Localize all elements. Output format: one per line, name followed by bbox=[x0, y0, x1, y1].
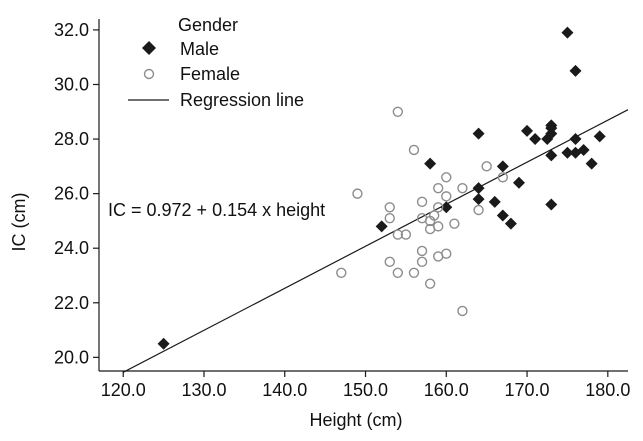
y-tick-label: 30.0 bbox=[54, 74, 89, 94]
male-point bbox=[375, 220, 388, 233]
legend-regression-label: Regression line bbox=[180, 90, 304, 110]
y-tick-label: 22.0 bbox=[54, 293, 89, 313]
x-tick-label: 150.0 bbox=[343, 380, 388, 400]
female-point bbox=[424, 278, 436, 289]
male-point bbox=[561, 146, 574, 159]
y-tick-label: 24.0 bbox=[54, 238, 89, 258]
male-point bbox=[157, 337, 170, 350]
legend-male-marker bbox=[142, 41, 156, 55]
female-point bbox=[352, 188, 363, 199]
female-point bbox=[416, 245, 428, 257]
female-point bbox=[392, 106, 404, 117]
x-tick-label: 170.0 bbox=[505, 380, 550, 400]
male-point bbox=[545, 198, 558, 211]
x-tick-label: 180.0 bbox=[585, 380, 630, 400]
regression-line-layer bbox=[122, 109, 629, 373]
female-point bbox=[384, 212, 395, 224]
axes: 120.0 130.0 140.0 150.0 160.0 170.0 180.0 20.0 2… bbox=[54, 19, 630, 400]
female-point bbox=[433, 182, 444, 194]
male-point bbox=[472, 127, 485, 140]
female-point bbox=[428, 210, 440, 221]
male-point bbox=[545, 149, 558, 162]
female-point bbox=[473, 204, 484, 216]
male-point bbox=[577, 143, 590, 156]
male-point bbox=[545, 119, 558, 132]
female-point bbox=[336, 267, 347, 278]
regression-equation-annotation: IC = 0.972 + 0.154 x height bbox=[108, 200, 325, 220]
y-axis-title: IC (cm) bbox=[9, 193, 29, 252]
y-tick-label: 32.0 bbox=[54, 20, 89, 40]
x-tick-label: 160.0 bbox=[424, 380, 469, 400]
data-points bbox=[157, 26, 606, 350]
male-point bbox=[440, 201, 453, 214]
female-point bbox=[400, 229, 412, 240]
female-point bbox=[384, 202, 395, 213]
female-point bbox=[457, 182, 468, 194]
male-point bbox=[512, 176, 525, 189]
female-point bbox=[392, 267, 404, 278]
female-point bbox=[392, 229, 404, 240]
male-point bbox=[496, 160, 509, 173]
female-point bbox=[433, 221, 444, 232]
male-point bbox=[472, 193, 485, 206]
female-point bbox=[481, 161, 492, 172]
male-point bbox=[529, 133, 542, 146]
legend: Gender Male Female Regression line bbox=[128, 15, 304, 110]
male-point bbox=[521, 124, 534, 137]
legend-male-label: Male bbox=[180, 39, 219, 59]
male-point bbox=[488, 195, 501, 208]
male-point bbox=[424, 157, 437, 170]
male-point bbox=[504, 217, 517, 230]
y-tick-label: 28.0 bbox=[54, 129, 89, 149]
female-point bbox=[441, 248, 452, 259]
female-point bbox=[384, 256, 395, 268]
female-point bbox=[408, 267, 420, 278]
male-point bbox=[472, 182, 485, 195]
x-tick-label: 120.0 bbox=[101, 380, 146, 400]
female-point bbox=[457, 305, 468, 317]
female-point bbox=[441, 172, 452, 183]
x-tick-label: 130.0 bbox=[181, 380, 226, 400]
male-point bbox=[561, 26, 574, 39]
male-point bbox=[569, 64, 582, 77]
female-point bbox=[449, 218, 460, 229]
female-point bbox=[408, 144, 420, 156]
female-point bbox=[441, 191, 452, 202]
female-point bbox=[433, 202, 444, 213]
y-tick-label: 20.0 bbox=[54, 347, 89, 367]
male-point bbox=[569, 133, 582, 146]
female-point bbox=[497, 172, 509, 183]
female-point bbox=[416, 196, 428, 208]
x-axis-title: Height (cm) bbox=[309, 410, 402, 430]
legend-title: Gender bbox=[178, 15, 238, 35]
legend-female-marker bbox=[143, 68, 155, 80]
male-point bbox=[496, 209, 509, 222]
male-point bbox=[585, 157, 598, 170]
regression-line bbox=[122, 109, 629, 373]
legend-female-label: Female bbox=[180, 64, 240, 84]
female-point bbox=[416, 256, 428, 268]
y-tick-label: 26.0 bbox=[54, 184, 89, 204]
x-tick-label: 140.0 bbox=[262, 380, 307, 400]
male-point bbox=[593, 130, 606, 143]
